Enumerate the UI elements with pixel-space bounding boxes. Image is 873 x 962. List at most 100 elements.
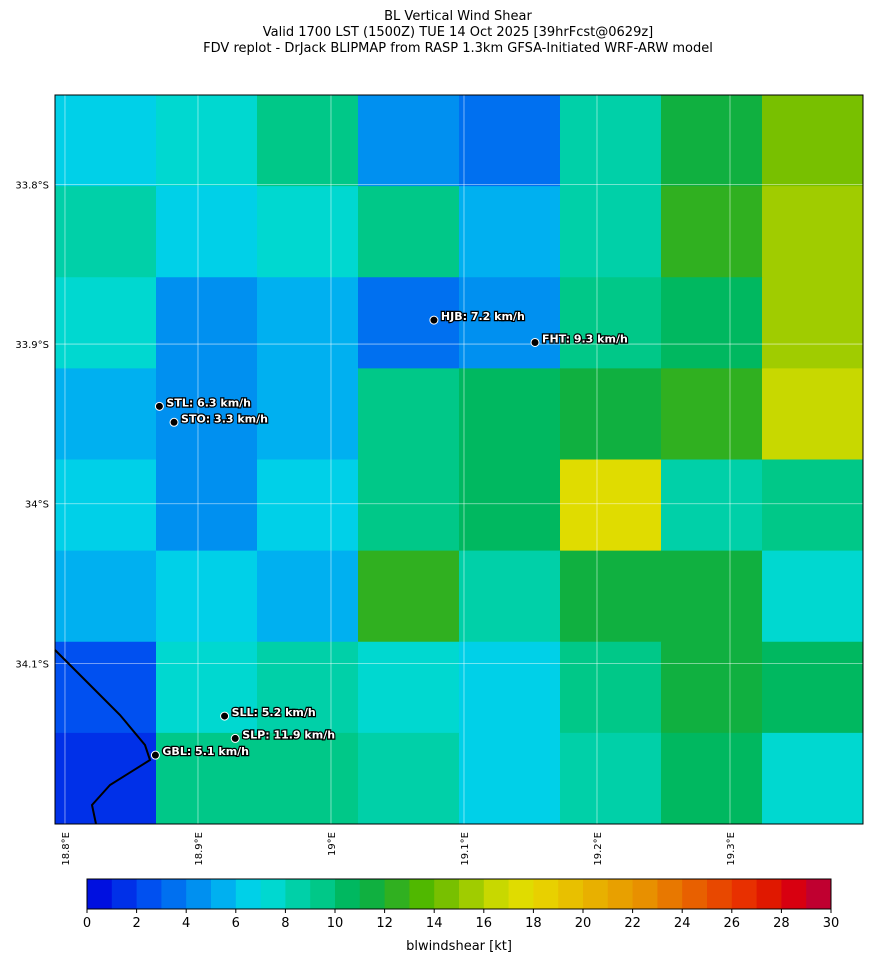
station-label: SLL: 5.2 km/h (232, 706, 316, 719)
grid (55, 95, 863, 824)
colorbar-tick-label: 30 (823, 916, 840, 931)
title-line: Valid 1700 LST (1500Z) TUE 14 Oct 2025 [… (263, 25, 653, 40)
colorbar-swatch (335, 879, 361, 909)
cell (560, 641, 662, 734)
title-line: FDV replot - DrJack BLIPMAP from RASP 1.… (203, 41, 713, 56)
colorbar-swatch (806, 879, 832, 909)
station-label: STO: 3.3 km/h (181, 412, 268, 425)
colorbar-tick-label: 0 (83, 916, 91, 931)
colorbar-swatch (781, 879, 807, 909)
cell (55, 732, 157, 825)
cell (560, 459, 662, 552)
cell (257, 277, 359, 369)
stations: HJB: 7.2 km/h FHT: 9.3 km/h STL: 6.3 km/h S… (150, 309, 629, 760)
x-tick-label: 19.1°E (460, 832, 471, 866)
cell (156, 732, 258, 825)
cell (257, 641, 359, 734)
cell (358, 550, 460, 643)
colorbar-swatch (111, 879, 138, 909)
colorbar-tick-label: 26 (724, 916, 741, 931)
colorbar-swatch (409, 879, 435, 909)
station-label: SLP: 11.9 km/h (242, 728, 335, 741)
colorbar-swatch (235, 879, 262, 909)
colorbar-swatch (533, 879, 559, 909)
colorbar-swatch (657, 879, 683, 909)
colorbar-swatch (756, 879, 782, 909)
cell (459, 277, 561, 369)
x-tick-label: 19°E (327, 832, 338, 856)
cell (661, 459, 763, 552)
colorbar-tick-label: 8 (281, 916, 289, 931)
cell (661, 186, 763, 278)
colorbar-swatch (583, 879, 609, 909)
colorbar-tick-label: 16 (476, 916, 493, 931)
colorbar-frame (86, 878, 832, 910)
colorbar-label: blwindshear [kt] (406, 939, 512, 954)
cell (560, 95, 662, 187)
colorbar-swatch (707, 879, 733, 909)
colorbar-tick-label: 20 (575, 916, 592, 931)
title-line: BL Vertical Wind Shear (384, 9, 532, 24)
colorbar-swatch (731, 879, 758, 909)
x-tick-label: 18.9°E (194, 832, 205, 866)
cell (156, 550, 258, 643)
cell (560, 368, 662, 460)
colorbar-swatch (136, 879, 162, 909)
cell (55, 641, 157, 734)
colorbar-swatch (186, 879, 212, 909)
cell (358, 732, 460, 825)
cell (661, 95, 763, 187)
colorbar-swatch (632, 879, 658, 909)
cell (358, 641, 460, 734)
cell (762, 550, 864, 643)
cell (55, 550, 157, 643)
cell (762, 186, 864, 278)
cell (762, 368, 864, 460)
cell (560, 732, 662, 825)
colorbar-tick-label: 2 (132, 916, 140, 931)
colorbar-swatch (508, 879, 534, 909)
cell (459, 186, 561, 278)
station-marker (220, 711, 230, 721)
cell (762, 641, 864, 734)
colorbar-tick-label: 18 (525, 916, 542, 931)
colorbar-tick-label: 10 (327, 916, 344, 931)
cell (156, 368, 258, 460)
cell (257, 459, 359, 552)
colorbar-swatch (260, 879, 286, 909)
cell (762, 95, 864, 187)
cell (762, 459, 864, 552)
cell (762, 732, 864, 825)
cell (257, 550, 359, 643)
cell (459, 95, 561, 187)
colorbar-swatch (87, 879, 113, 909)
coastline (54, 649, 152, 825)
x-tick-label: 19.2°E (593, 832, 604, 866)
cell (358, 459, 460, 552)
colorbar-swatch (459, 879, 485, 909)
colorbar-tick-label: 12 (376, 916, 393, 931)
cell (257, 732, 359, 825)
cell (459, 641, 561, 734)
cell (156, 459, 258, 552)
cell (661, 550, 763, 643)
station-label: HJB: 7.2 km/h (441, 310, 525, 323)
map-frame (54, 94, 864, 825)
cell (459, 459, 561, 552)
cell (459, 732, 561, 825)
station-label: GBL: 5.1 km/h (162, 745, 249, 758)
station-marker (530, 337, 540, 347)
cell (55, 277, 157, 369)
cell (257, 186, 359, 278)
station-marker (429, 315, 439, 325)
colorbar: 0 2 4 6 8 10 12 14 16 18 20 22 24 26 28 30 (83, 878, 840, 931)
station-marker (150, 750, 160, 760)
colorbar-tick-label: 14 (426, 916, 443, 931)
colorbar-tick-label: 28 (773, 916, 790, 931)
cell (156, 641, 258, 734)
y-tick-label: 34.1°S (15, 659, 49, 670)
y-tick-label: 33.9°S (15, 340, 49, 351)
station-marker (169, 417, 179, 427)
